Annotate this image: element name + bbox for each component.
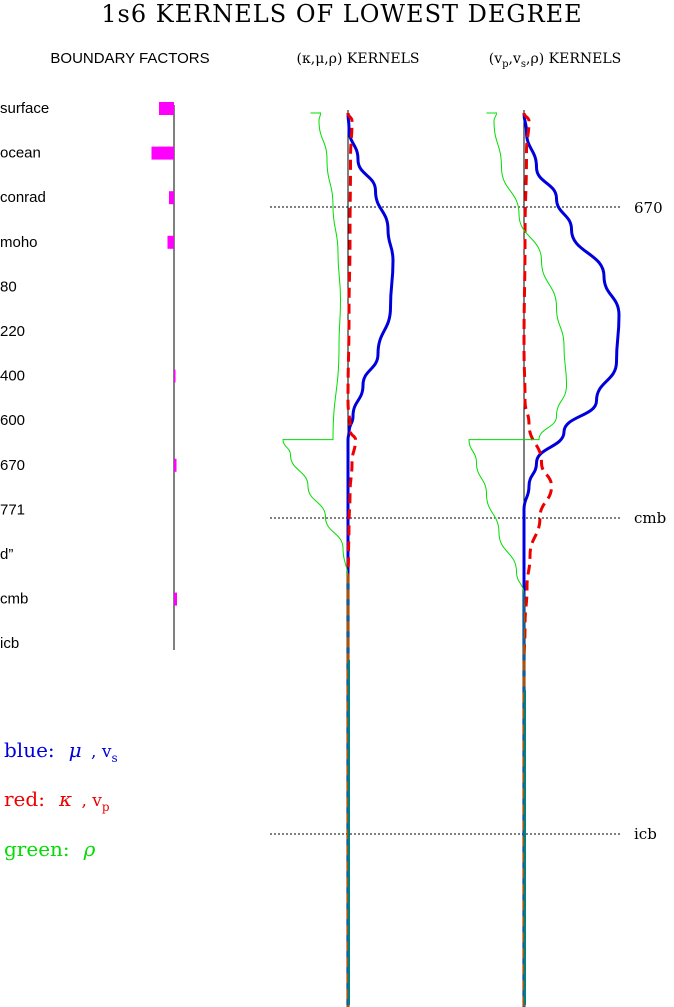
legend-green-rho: ρ — [83, 837, 96, 861]
vvr-heading-close: ,ρ) KERNELS — [526, 51, 621, 67]
boundary-bar-8 — [174, 458, 177, 472]
boundary-bar-3 — [167, 235, 174, 249]
boundary-label-6: 400 — [0, 368, 25, 385]
boundary-label-2: conrad — [0, 189, 46, 206]
legend-red-sub: p — [102, 800, 110, 814]
vvr-heading-comma: ,v — [509, 51, 521, 67]
figure-title: 1s6 KERNELS OF LOWEST DEGREE — [101, 0, 582, 28]
legend-blue-sub: s — [111, 751, 117, 765]
kernel-curve-0-2 — [282, 112, 349, 1007]
boundary-label-10: d” — [0, 546, 13, 563]
vvr-heading-sub-s: s — [521, 59, 526, 70]
boundary-bar-0 — [159, 102, 174, 115]
boundary-label-8: 670 — [0, 457, 25, 474]
depth-label-670: 670 — [634, 199, 663, 217]
legend-red-sep: , v — [76, 791, 102, 811]
boundary-factor-labels: surface ocean conrad moho 80 220 400 600 670 771 d… — [0, 100, 49, 652]
legend-red-kappa: κ — [58, 787, 72, 811]
kernel-curve-0-0 — [346, 112, 395, 1007]
legend-blue-mu: μ — [69, 738, 82, 762]
legend-red: red: κ , vp — [4, 787, 110, 814]
depth-label-cmb: cmb — [634, 509, 666, 527]
boundary-label-1: ocean — [0, 145, 41, 162]
boundary-label-9: 771 — [0, 501, 25, 518]
boundary-label-4: 80 — [0, 278, 17, 295]
legend-blue-label: blue: — [4, 738, 55, 762]
boundary-bar-2 — [169, 191, 174, 205]
boundary-label-0: surface — [0, 100, 49, 117]
boundary-factors-heading: BOUNDARY FACTORS — [50, 50, 209, 67]
vvr-kernels-heading: (vp,vs,ρ) KERNELS — [489, 51, 621, 70]
vvr-heading-sub-p: p — [502, 59, 508, 70]
kernel-curve-1-2 — [468, 112, 568, 1007]
boundary-factor-bars — [151, 102, 177, 606]
boundary-label-12: icb — [0, 635, 19, 652]
legend-green-label: green: — [4, 837, 70, 861]
boundary-bar-6 — [174, 369, 176, 383]
boundary-label-7: 600 — [0, 412, 25, 429]
kernel-curves — [282, 112, 621, 1007]
boundary-bar-11 — [174, 592, 177, 606]
legend: blue: μ , vs red: κ , vp green: ρ — [4, 738, 118, 861]
kmr-kernels-heading: (κ,μ,ρ) KERNELS — [297, 51, 420, 67]
legend-red-label: red: — [4, 787, 45, 811]
boundary-label-11: cmb — [0, 591, 28, 608]
legend-green: green: ρ — [4, 837, 96, 861]
boundary-bar-1 — [151, 146, 174, 160]
boundary-label-5: 220 — [0, 323, 25, 340]
legend-blue: blue: μ , vs — [4, 738, 118, 765]
boundary-label-3: moho — [0, 234, 38, 251]
legend-blue-sep: , v — [86, 742, 112, 762]
depth-label-icb: icb — [634, 825, 657, 843]
vvr-heading-open: (v — [489, 51, 502, 67]
